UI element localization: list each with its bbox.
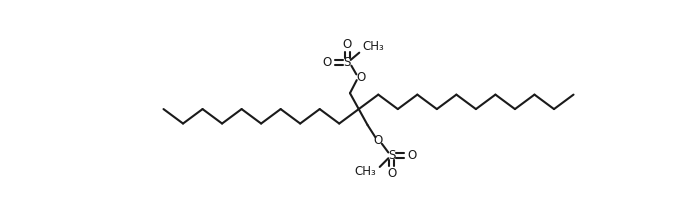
Text: O: O	[407, 149, 417, 162]
Text: O: O	[374, 134, 383, 147]
Text: CH₃: CH₃	[354, 165, 376, 178]
Text: O: O	[356, 71, 365, 84]
Text: O: O	[322, 56, 331, 69]
Text: O: O	[342, 38, 351, 51]
Text: O: O	[387, 167, 397, 180]
Text: S: S	[343, 56, 351, 69]
Text: CH₃: CH₃	[363, 40, 384, 53]
Text: S: S	[389, 149, 396, 162]
